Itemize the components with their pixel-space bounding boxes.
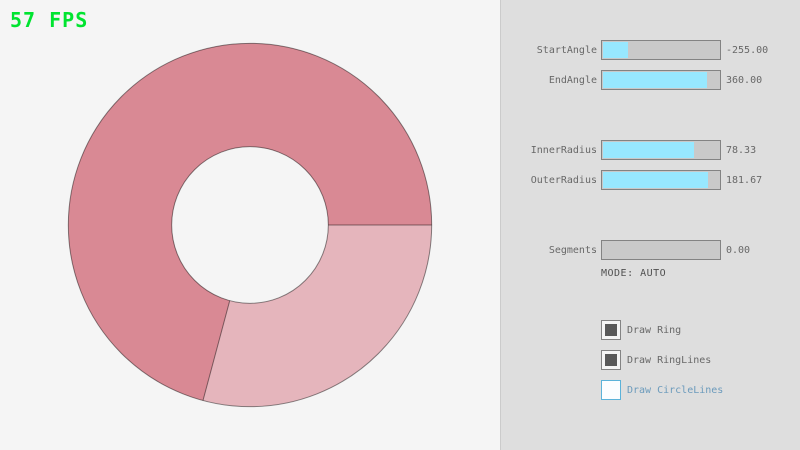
slider-label-startangle: StartAngle (536, 44, 597, 56)
slider-row-endangle: EndAngle 360.00 (501, 70, 800, 90)
checkbox-label: Draw RingLines (627, 354, 712, 366)
checkbox-draw-circlelines[interactable]: Draw CircleLines (601, 380, 723, 400)
slider-label-innerradius: InnerRadius (530, 144, 597, 156)
slider-bar-endangle[interactable] (601, 70, 721, 90)
slider-value-endangle: 360.00 (726, 74, 763, 86)
slider-row-innerradius: InnerRadius 78.33 (501, 140, 800, 160)
slider-value-segments: 0.00 (726, 244, 751, 256)
checkmark-icon (605, 354, 617, 366)
slider-label-endangle: EndAngle (548, 74, 597, 86)
checkbox-box[interactable] (601, 320, 621, 340)
checkbox-box[interactable] (601, 380, 621, 400)
checkbox-draw-ring[interactable]: Draw Ring (601, 320, 681, 340)
slider-fill (603, 142, 694, 158)
checkbox-box[interactable] (601, 350, 621, 370)
slider-value-outerradius: 181.67 (726, 174, 763, 186)
slider-row-startangle: StartAngle -255.00 (501, 40, 800, 60)
checkmark-icon (605, 324, 617, 336)
fps-counter: 57 FPS (10, 8, 89, 32)
mode-indicator: MODE: AUTO (601, 268, 667, 279)
slider-fill (603, 172, 708, 188)
slider-label-segments: Segments (548, 244, 597, 256)
slider-bar-segments[interactable] (601, 240, 721, 260)
slider-value-innerradius: 78.33 (726, 144, 757, 156)
checkbox-label: Draw CircleLines (627, 384, 724, 396)
slider-bar-innerradius[interactable] (601, 140, 721, 160)
slider-fill (603, 42, 628, 58)
slider-value-startangle: -255.00 (726, 44, 769, 56)
slider-row-outerradius: OuterRadius 181.67 (501, 170, 800, 190)
checkbox-draw-ringlines[interactable]: Draw RingLines (601, 350, 711, 370)
checkbox-label: Draw Ring (627, 324, 682, 336)
slider-bar-startangle[interactable] (601, 40, 721, 60)
control-panel: StartAngle -255.00 EndAngle 360.00 Inner… (500, 0, 800, 450)
slider-fill (603, 72, 707, 88)
slider-bar-outerradius[interactable] (601, 170, 721, 190)
slider-label-outerradius: OuterRadius (530, 174, 597, 186)
slider-row-segments: Segments 0.00 (501, 240, 800, 260)
